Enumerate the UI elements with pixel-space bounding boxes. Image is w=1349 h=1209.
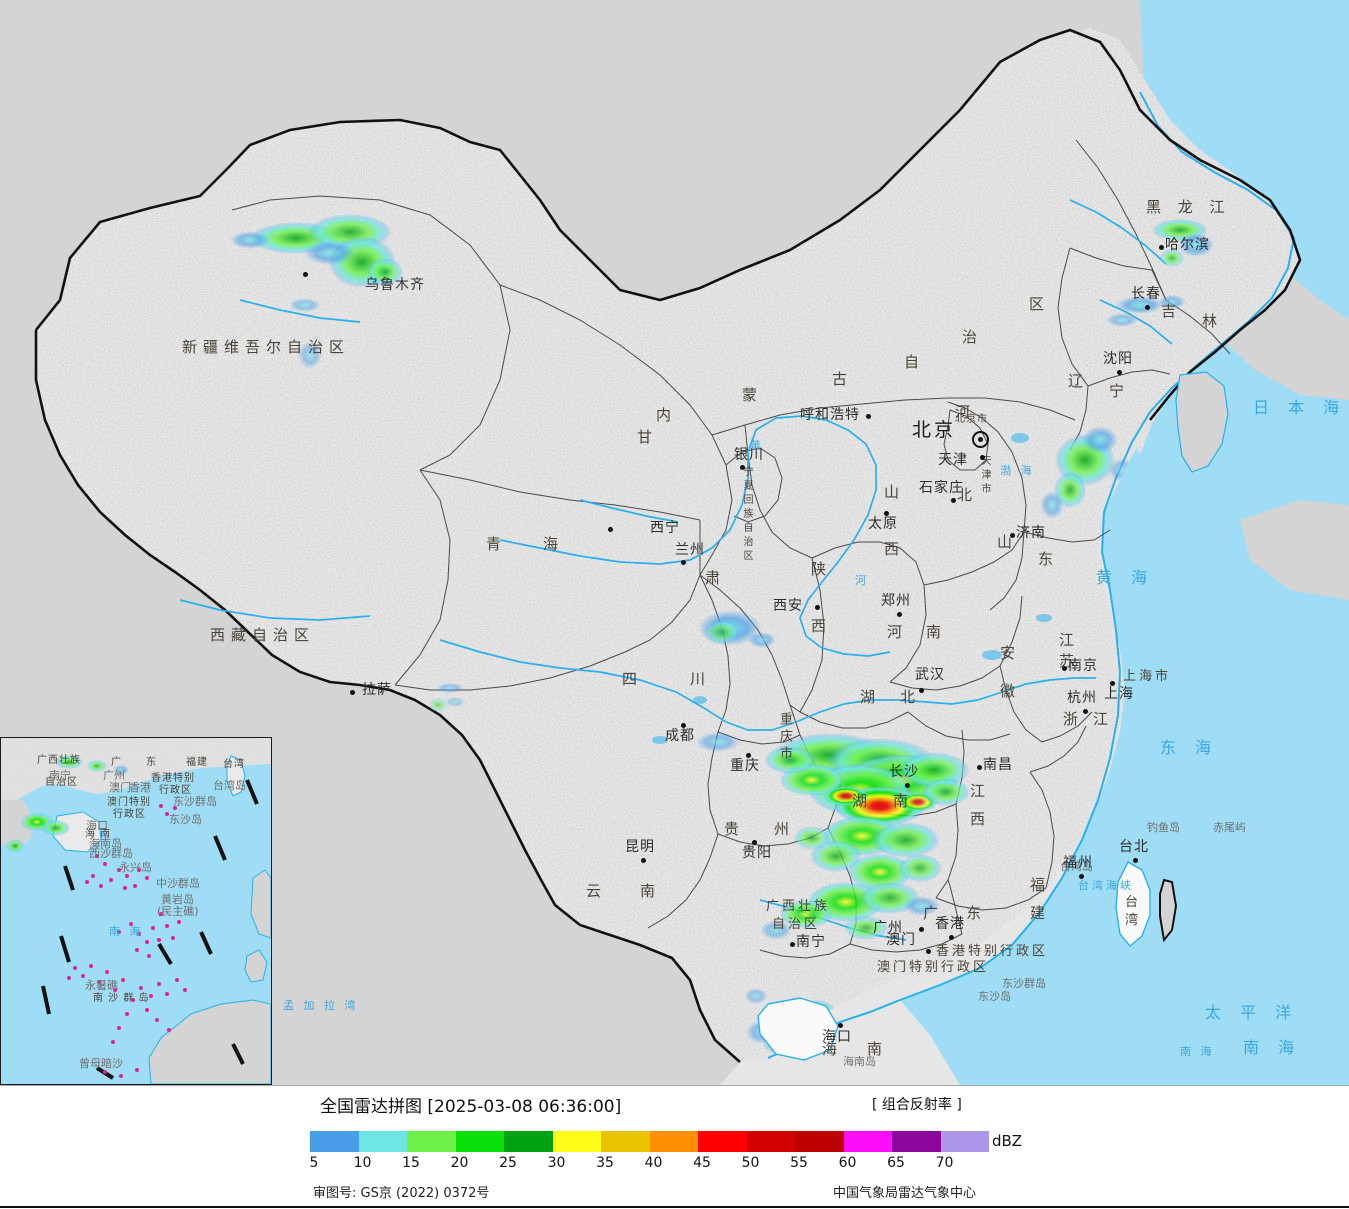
northeast-landmass (1044, 28, 1296, 455)
colorbar-tick-35: 35 (596, 1155, 614, 1171)
colorbar-swatch-45 (698, 1131, 747, 1152)
south-china-sea-inset[interactable]: 广西壮族 自治区广东福建 台湾 南宁 广州 澳门 香港 香港特别 行政区 台湾岛 澳门特别 行政区 东沙… (0, 737, 272, 1085)
taiwan-island (1115, 861, 1178, 947)
colorbar-swatch-35 (601, 1131, 650, 1152)
national-border (34, 28, 1302, 1063)
product-type-label: [ 组合反射率 ] (872, 1097, 962, 1113)
china-radar-map[interactable]: 新疆维吾尔自治区 西藏自治区青海四川云南贵州广西壮族 自治区广东海南湖南湖北江西福建… (0, 0, 1349, 1085)
korea-peninsula (1175, 371, 1229, 473)
colorbar-swatch-20 (455, 1131, 504, 1152)
colorbar-swatch-25 (504, 1131, 553, 1152)
echo-hunan-south (794, 816, 942, 890)
colorbar-tick-10: 10 (353, 1155, 372, 1171)
colorbar-swatch-70 (940, 1131, 989, 1152)
colorbar[interactable]: 5 10 15 20 25 30 35 40 45 50 55 60 65 70 (310, 1131, 1000, 1177)
echo-hunan-main (764, 733, 970, 826)
map-approval-number: 审图号: GS京 (2022) 0372号 (313, 1186, 490, 1201)
bottom-rule (0, 1206, 1349, 1208)
colorbar-tick-15: 15 (402, 1155, 420, 1171)
legend-panel: 全国雷达拼图 [2025-03-08 06:36:00] [ 组合反射率 ] 5… (0, 1085, 1349, 1209)
colorbar-tick-5: 5 (309, 1155, 319, 1171)
title-row: 全国雷达拼图 [2025-03-08 06:36:00] [ 组合反射率 ] (0, 1092, 1349, 1118)
echo-jilin (1106, 295, 1186, 327)
colorbar-tick-65: 65 (887, 1155, 905, 1171)
echo-chongqing (696, 732, 740, 752)
colorbar-swatch-65 (892, 1131, 941, 1152)
echo-xinjiang (230, 214, 403, 369)
radar-echo-layer (230, 214, 1214, 1056)
colorbar-swatch-15 (407, 1131, 456, 1152)
colorbar-tick-60: 60 (838, 1155, 857, 1171)
sea-water (900, 0, 1349, 1085)
china-landmass (36, 30, 1300, 1062)
colorbar-tick-70: 70 (935, 1155, 954, 1171)
colorbar-unit-label: dBZ (992, 1132, 1023, 1150)
colorbar-swatches (310, 1131, 989, 1152)
echo-bohai-shandong (1040, 426, 1136, 519)
echo-tibet (429, 683, 465, 712)
colorbar-swatch-50 (746, 1131, 795, 1152)
colorbar-tick-55: 55 (790, 1155, 808, 1171)
colorbar-swatch-5 (310, 1131, 359, 1152)
colorbar-tick-20: 20 (450, 1155, 469, 1171)
echo-gansu-sichuan (698, 610, 776, 648)
colorbar-swatch-10 (358, 1131, 407, 1152)
colorbar-swatch-60 (843, 1131, 892, 1152)
colorbar-swatch-30 (552, 1131, 601, 1152)
echo-heilongjiang (1152, 219, 1214, 267)
colorbar-tick-30: 30 (547, 1155, 566, 1171)
colorbar-tick-40: 40 (644, 1155, 663, 1171)
colorbar-swatch-40 (649, 1131, 698, 1152)
colorbar-tick-45: 45 (693, 1155, 711, 1171)
colorbar-tick-labels: 5 10 15 20 25 30 35 40 45 50 55 60 65 70 (310, 1155, 1000, 1177)
inset-canvas (1, 738, 271, 1084)
echo-guangxi-guangdong (760, 882, 940, 940)
hainan-island (757, 997, 839, 1061)
colorbar-swatch-55 (795, 1131, 844, 1152)
issuing-agency: 中国气象局雷达气象中心 (833, 1186, 977, 1201)
page-title: 全国雷达拼图 [2025-03-08 06:36:00] (320, 1097, 622, 1117)
colorbar-tick-25: 25 (499, 1155, 517, 1171)
colorbar-tick-50: 50 (741, 1155, 760, 1171)
